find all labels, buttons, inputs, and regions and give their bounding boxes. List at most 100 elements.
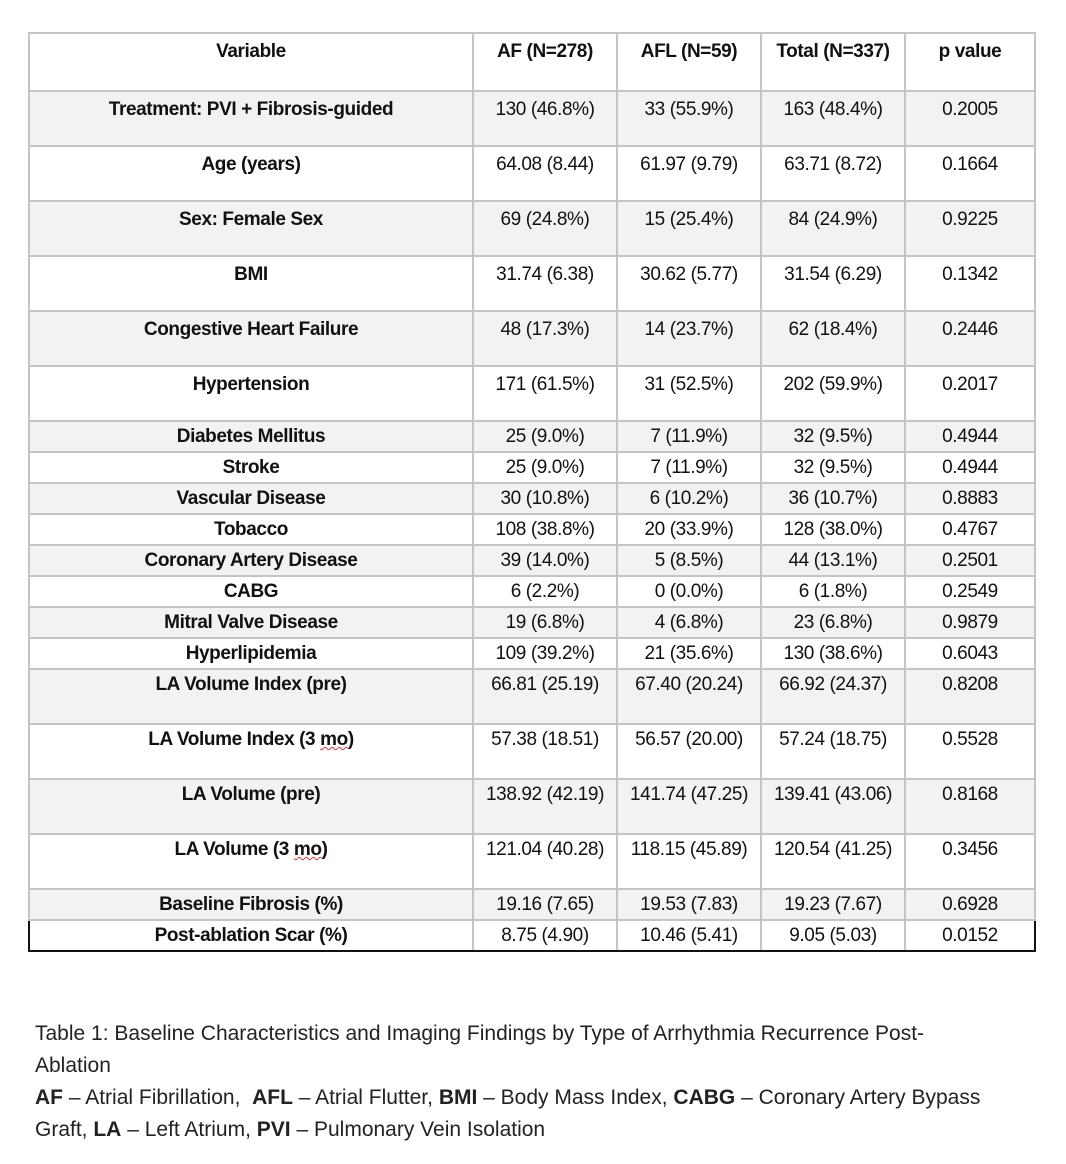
cell-variable: BMI (28, 255, 474, 312)
cell-p: 0.9225 (904, 200, 1036, 257)
cell-variable: Age (years) (28, 145, 474, 202)
cell-total: 31.54 (6.29) (760, 255, 906, 312)
cell-p: 0.2446 (904, 310, 1036, 367)
cell-af: 30 (10.8%) (472, 482, 618, 515)
cell-afl: 6 (10.2%) (616, 482, 762, 515)
abbreviation-definition: – Atrial Fibrillation, (63, 1086, 253, 1109)
abbreviation: CABG (673, 1086, 736, 1109)
cell-total: 6 (1.8%) (760, 575, 906, 608)
cell-afl: 20 (33.9%) (616, 513, 762, 546)
table-row: Baseline Fibrosis (%) 19.16 (7.65) 19.53 (… (28, 888, 1036, 921)
variable-text: LA Volume (3 (174, 839, 294, 860)
table-row: Diabetes Mellitus 25 (9.0%) 7 (11.9%) 32 (9… (28, 420, 1036, 453)
cell-afl: 118.15 (45.89) (616, 833, 762, 890)
baseline-characteristics-table: Variable AF (N=278) AFL (N=59) Total (N=… (28, 32, 1036, 952)
cell-afl: 14 (23.7%) (616, 310, 762, 367)
cell-p: 0.8168 (904, 778, 1036, 835)
abbreviation-definition: – Body Mass Index, (477, 1086, 674, 1109)
table-row: Stroke 25 (9.0%) 7 (11.9%) 32 (9.5%) 0.4944 (28, 451, 1036, 484)
cell-af: 19.16 (7.65) (472, 888, 618, 921)
table-row: Age (years) 64.08 (8.44) 61.97 (9.79) 63.71… (28, 145, 1036, 202)
cell-total: 130 (38.6%) (760, 637, 906, 670)
variable-text: mo (293, 839, 322, 860)
cell-p: 0.5528 (904, 723, 1036, 780)
cell-af: 171 (61.5%) (472, 365, 618, 422)
cell-af: 69 (24.8%) (472, 200, 618, 257)
cell-variable: Vascular Disease (28, 482, 474, 515)
cell-variable: Mitral Valve Disease (28, 606, 474, 639)
cell-variable: Tobacco (28, 513, 474, 546)
table-row: LA Volume (3 mo) 121.04 (40.28) 118.15 (45… (28, 833, 1036, 890)
cell-p: 0.2549 (904, 575, 1036, 608)
cell-p: 0.8883 (904, 482, 1036, 515)
table-row: Sex: Female Sex 69 (24.8%) 15 (25.4%) 84 (2… (28, 200, 1036, 257)
cell-af: 6 (2.2%) (472, 575, 618, 608)
variable-text: LA Volume Index (3 (148, 729, 321, 750)
table-row: Hyperlipidemia 109 (39.2%) 21 (35.6%) 130 (… (28, 637, 1036, 670)
cell-total: 128 (38.0%) (760, 513, 906, 546)
cell-total: 9.05 (5.03) (760, 919, 906, 952)
cell-p: 0.1342 (904, 255, 1036, 312)
cell-af: 25 (9.0%) (472, 451, 618, 484)
cell-total: 36 (10.7%) (760, 482, 906, 515)
cell-afl: 67.40 (20.24) (616, 668, 762, 725)
header-afl: AFL (N=59) (616, 32, 762, 92)
cell-p: 0.2005 (904, 90, 1036, 147)
header-total: Total (N=337) (760, 32, 906, 92)
cell-afl: 10.46 (5.41) (616, 919, 762, 952)
cell-af: 130 (46.8%) (472, 90, 618, 147)
cell-afl: 30.62 (5.77) (616, 255, 762, 312)
table-row: Vascular Disease 30 (10.8%) 6 (10.2%) 36 (1… (28, 482, 1036, 515)
cell-total: 63.71 (8.72) (760, 145, 906, 202)
cell-variable: Sex: Female Sex (28, 200, 474, 257)
abbreviation-definition: – Atrial Flutter, (292, 1086, 439, 1109)
table-row: Mitral Valve Disease 19 (6.8%) 4 (6.8%) 23 … (28, 606, 1036, 639)
abbreviation: AF (35, 1086, 63, 1109)
abbreviation-definition: – Pulmonary Vein Isolation (290, 1118, 546, 1141)
cell-variable: Hypertension (28, 365, 474, 422)
cell-p: 0.6043 (904, 637, 1036, 670)
cell-variable: Hyperlipidemia (28, 637, 474, 670)
cell-total: 57.24 (18.75) (760, 723, 906, 780)
cell-af: 108 (38.8%) (472, 513, 618, 546)
cell-total: 120.54 (41.25) (760, 833, 906, 890)
cell-af: 39 (14.0%) (472, 544, 618, 577)
cell-total: 163 (48.4%) (760, 90, 906, 147)
cell-variable: Treatment: PVI + Fibrosis-guided (28, 90, 474, 147)
cell-variable: LA Volume (3 mo) (28, 833, 474, 890)
table-row: CABG 6 (2.2%) 0 (0.0%) 6 (1.8%) 0.2549 (28, 575, 1036, 608)
table-row: Hypertension 171 (61.5%) 31 (52.5%) 202 (59… (28, 365, 1036, 422)
header-variable: Variable (28, 32, 474, 92)
cell-p: 0.6928 (904, 888, 1036, 921)
cell-afl: 21 (35.6%) (616, 637, 762, 670)
cell-variable: Congestive Heart Failure (28, 310, 474, 367)
cell-variable: LA Volume Index (pre) (28, 668, 474, 725)
table-caption: Table 1: Baseline Characteristics and Im… (35, 1018, 995, 1146)
cell-afl: 7 (11.9%) (616, 420, 762, 453)
cell-total: 84 (24.9%) (760, 200, 906, 257)
cell-total: 32 (9.5%) (760, 451, 906, 484)
header-af: AF (N=278) (472, 32, 618, 92)
cell-af: 8.75 (4.90) (472, 919, 618, 952)
cell-af: 109 (39.2%) (472, 637, 618, 670)
cell-p: 0.0152 (904, 919, 1036, 952)
caption-abbreviations: AF – Atrial Fibrillation, AFL – Atrial F… (35, 1082, 995, 1146)
table-row: LA Volume Index (3 mo) 57.38 (18.51) 56.57… (28, 723, 1036, 780)
cell-afl: 141.74 (47.25) (616, 778, 762, 835)
cell-total: 44 (13.1%) (760, 544, 906, 577)
cell-variable: CABG (28, 575, 474, 608)
cell-af: 48 (17.3%) (472, 310, 618, 367)
cell-afl: 33 (55.9%) (616, 90, 762, 147)
cell-total: 202 (59.9%) (760, 365, 906, 422)
cell-total: 32 (9.5%) (760, 420, 906, 453)
cell-af: 138.92 (42.19) (472, 778, 618, 835)
table-row: Tobacco 108 (38.8%) 20 (33.9%) 128 (38.0%) 0… (28, 513, 1036, 546)
cell-variable: Post-ablation Scar (%) (28, 919, 474, 952)
cell-variable: LA Volume (pre) (28, 778, 474, 835)
cell-total: 23 (6.8%) (760, 606, 906, 639)
cell-af: 64.08 (8.44) (472, 145, 618, 202)
table-header-row: Variable AF (N=278) AFL (N=59) Total (N=… (28, 32, 1036, 92)
table-row: Treatment: PVI + Fibrosis-guided 130 (46.… (28, 90, 1036, 147)
cell-p: 0.2017 (904, 365, 1036, 422)
table-row: LA Volume Index (pre) 66.81 (25.19) 67.40 … (28, 668, 1036, 725)
